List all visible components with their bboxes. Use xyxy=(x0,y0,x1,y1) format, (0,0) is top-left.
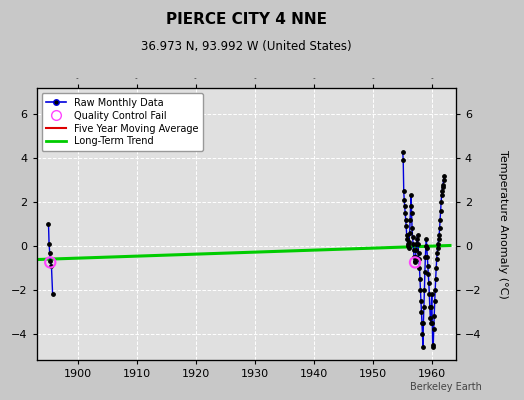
Text: Berkeley Earth: Berkeley Earth xyxy=(410,382,482,392)
Point xyxy=(407,210,416,216)
Point xyxy=(430,326,438,332)
Point xyxy=(436,216,444,223)
Point xyxy=(422,243,430,249)
Point xyxy=(415,265,423,271)
Point xyxy=(434,236,443,242)
Point xyxy=(425,291,433,297)
Point xyxy=(45,221,53,227)
Point xyxy=(440,177,448,183)
Point xyxy=(415,256,423,262)
Point xyxy=(406,230,414,236)
Legend: Raw Monthly Data, Quality Control Fail, Five Year Moving Average, Long-Term Tren: Raw Monthly Data, Quality Control Fail, … xyxy=(41,93,203,151)
Point xyxy=(47,262,56,269)
Point xyxy=(414,240,422,247)
Point xyxy=(423,262,432,269)
Point xyxy=(46,259,54,266)
Point xyxy=(400,197,408,203)
Point xyxy=(411,259,419,266)
Point xyxy=(423,254,432,260)
Point xyxy=(413,232,422,238)
Point xyxy=(401,210,409,216)
Point xyxy=(46,258,54,264)
Point xyxy=(428,320,436,326)
Point xyxy=(433,245,442,251)
Point xyxy=(409,240,417,247)
Text: 36.973 N, 93.992 W (United States): 36.973 N, 93.992 W (United States) xyxy=(141,40,352,53)
Point xyxy=(420,304,428,310)
Point xyxy=(410,258,419,264)
Point xyxy=(430,313,439,319)
Point xyxy=(48,291,57,297)
Point xyxy=(431,287,440,293)
Point xyxy=(425,304,434,310)
Point xyxy=(438,192,446,199)
Point xyxy=(418,330,427,337)
Point xyxy=(405,238,413,245)
Point xyxy=(436,208,445,214)
Point xyxy=(400,188,408,194)
Point xyxy=(439,181,447,188)
Point xyxy=(439,184,447,190)
Point xyxy=(400,203,409,210)
Point xyxy=(46,249,54,256)
Point xyxy=(417,298,425,304)
Point xyxy=(412,247,420,254)
Point xyxy=(402,232,411,238)
Point xyxy=(411,254,420,260)
Point xyxy=(417,308,425,315)
Point xyxy=(399,148,407,155)
Point xyxy=(402,223,410,229)
Point xyxy=(440,172,448,179)
Point xyxy=(431,276,440,282)
Point xyxy=(416,287,424,293)
Point xyxy=(418,320,426,326)
Point xyxy=(423,245,431,251)
Point xyxy=(407,203,415,210)
Point xyxy=(427,304,435,310)
Point xyxy=(421,269,429,276)
Point xyxy=(413,236,421,242)
Point xyxy=(429,344,437,350)
Point xyxy=(438,188,446,194)
Point xyxy=(403,240,412,247)
Point xyxy=(408,225,416,232)
Point xyxy=(419,320,428,326)
Point xyxy=(435,232,443,238)
Point xyxy=(433,249,441,256)
Point xyxy=(427,320,435,326)
Point xyxy=(409,247,418,254)
Point xyxy=(399,157,407,164)
Point xyxy=(410,254,418,260)
Point xyxy=(45,240,53,247)
Point xyxy=(422,236,431,242)
Point xyxy=(420,287,429,293)
Point xyxy=(426,315,434,322)
Point xyxy=(405,245,413,251)
Point xyxy=(401,216,410,223)
Point xyxy=(416,276,424,282)
Point xyxy=(404,243,412,249)
Point xyxy=(429,342,438,348)
Point xyxy=(403,236,411,242)
Point xyxy=(414,249,423,256)
Point xyxy=(428,291,436,297)
Text: PIERCE CITY 4 NNE: PIERCE CITY 4 NNE xyxy=(166,12,327,27)
Y-axis label: Temperature Anomaly (°C): Temperature Anomaly (°C) xyxy=(498,150,508,298)
Point xyxy=(431,298,439,304)
Point xyxy=(408,234,417,240)
Point xyxy=(406,216,414,223)
Point xyxy=(424,271,432,278)
Point xyxy=(424,280,433,286)
Point xyxy=(437,199,445,205)
Point xyxy=(434,240,442,247)
Point xyxy=(412,240,421,247)
Point xyxy=(432,256,441,262)
Point xyxy=(407,192,416,199)
Point xyxy=(419,344,427,350)
Point xyxy=(435,225,444,232)
Point xyxy=(411,259,419,266)
Point xyxy=(421,254,430,260)
Point xyxy=(432,265,440,271)
